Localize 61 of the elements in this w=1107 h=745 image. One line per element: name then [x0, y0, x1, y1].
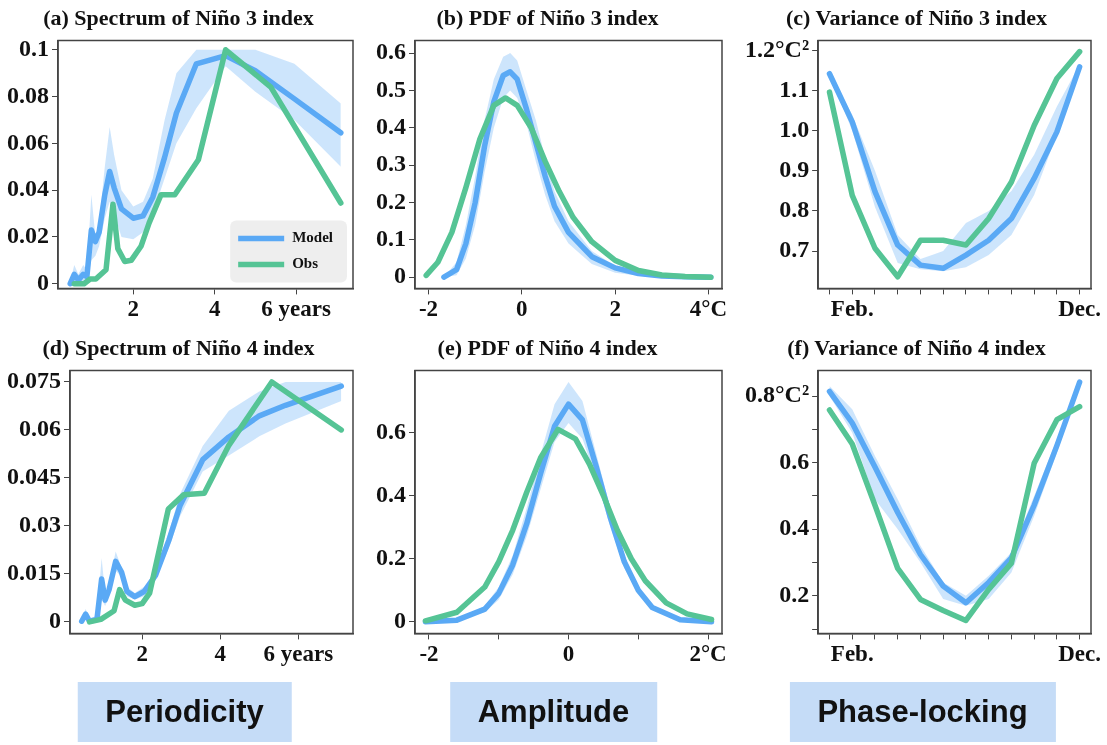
y-tick-label: 0.04	[7, 175, 49, 202]
y-tick-label: 0.4	[779, 514, 810, 541]
y-tick-label: 0.9	[779, 156, 810, 183]
y-tick-label: 0.6	[376, 38, 406, 65]
x-tick-label: 0	[516, 296, 528, 322]
chart-title: (e) PDF of Niño 4 index	[437, 334, 658, 360]
y-tick-label: 0.075	[7, 367, 61, 394]
y-tick-label: 0.4	[376, 480, 406, 507]
y-tick-label: 0.5	[376, 75, 406, 102]
y-tick-label: 0	[394, 606, 406, 633]
text: Phase-locking	[789, 682, 1056, 742]
chart-title: (c) Variance of Niño 3 index	[786, 4, 1047, 30]
x-tick-label: 4	[214, 641, 227, 667]
x-tick-label: 2	[136, 641, 148, 667]
y-tick-label: 0.3	[376, 150, 406, 177]
chart-title: (a) Spectrum of Niño 3 index	[43, 4, 314, 30]
legend-label: Obs	[292, 255, 319, 272]
y-tick-label: 0.06	[19, 415, 61, 442]
x-tick-label: 2	[609, 296, 621, 322]
x-tick-label: Feb.	[830, 296, 874, 322]
x-tick-label: -2	[418, 296, 439, 322]
x-tick-label: 2°C	[689, 641, 727, 667]
x-tick-label: -2	[419, 641, 439, 667]
y-tick-label: 0.2	[376, 187, 406, 214]
legend-label: Model	[292, 229, 333, 246]
chart-title: (b) PDF of Niño 3 index	[436, 4, 659, 30]
y-tick-label: 0.08	[7, 81, 49, 108]
x-tick-label: 4	[208, 296, 221, 322]
y-tick-label: 0.6	[779, 447, 810, 474]
y-tick-label: 0.06	[7, 128, 49, 155]
y-tick-label: 0.4	[376, 113, 406, 139]
y-tick-label: 0.8°C²	[745, 381, 810, 408]
y-tick-label: 1.2°C²	[745, 35, 810, 62]
x-tick-label: 4°C	[689, 296, 728, 322]
chart-title: (d) Spectrum of Niño 4 index	[42, 334, 315, 360]
y-tick-label: 1.1	[779, 75, 810, 102]
y-tick-label: 0.6	[376, 417, 406, 444]
y-tick-label: 1.0	[779, 115, 810, 142]
y-tick-label: 0	[37, 268, 49, 295]
y-tick-label: 0.2	[376, 543, 406, 570]
y-tick-label: 0.1	[19, 34, 49, 61]
x-tick-label: 2	[127, 296, 140, 322]
x-tick-label: Dec.	[1058, 296, 1102, 322]
y-tick-label: 0.8	[779, 196, 810, 223]
y-tick-label: 0	[394, 262, 406, 289]
y-tick-label: 0.7	[779, 236, 810, 263]
y-tick-label: 0.045	[7, 463, 61, 490]
y-tick-label: 0.015	[7, 559, 61, 586]
y-tick-label: 0.2	[779, 580, 810, 607]
x-tick-label: 0	[562, 641, 575, 667]
y-tick-label: 0	[49, 607, 61, 634]
y-tick-label: 0.02	[7, 222, 49, 249]
y-tick-label: 0.03	[19, 511, 61, 538]
x-tick-label: 6 years	[261, 296, 331, 322]
x-tick-label: Dec.	[1058, 641, 1102, 667]
text: Amplitude	[449, 682, 658, 742]
x-tick-label: Feb.	[830, 641, 874, 667]
y-tick-label: 0.1	[376, 225, 406, 252]
text: Periodicity	[77, 682, 292, 742]
x-tick-label: 6 years	[263, 641, 334, 667]
chart-title: (f) Variance of Niño 4 index	[787, 334, 1046, 360]
